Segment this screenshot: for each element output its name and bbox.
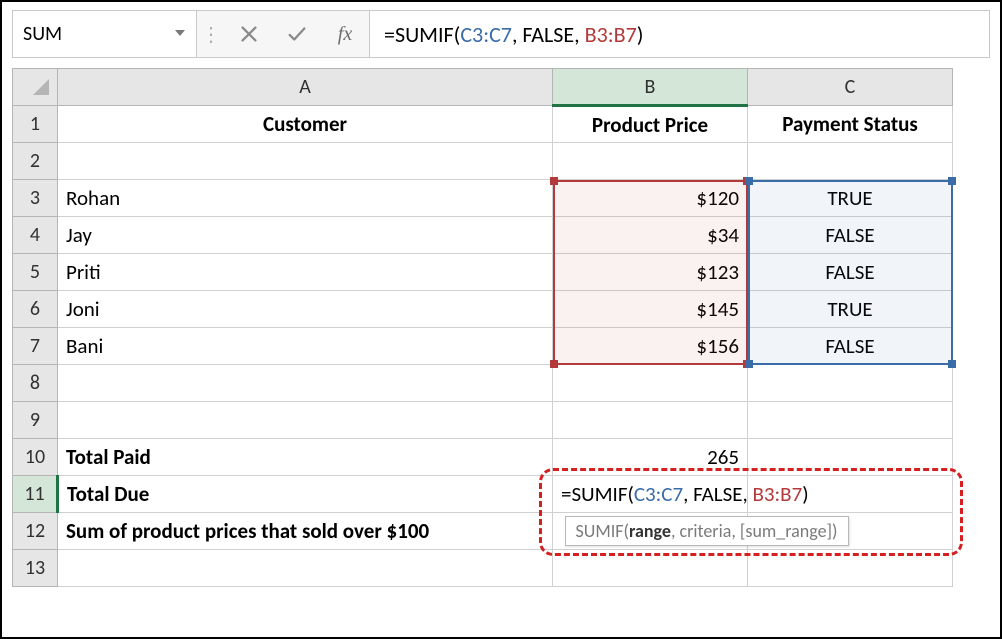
- cell-B1[interactable]: Product Price: [553, 106, 748, 143]
- row-header-11[interactable]: 11: [13, 476, 58, 513]
- row-2: 2: [13, 143, 953, 180]
- row-header-7[interactable]: 7: [13, 328, 58, 365]
- row-header-10[interactable]: 10: [13, 439, 58, 476]
- row-header-6[interactable]: 6: [13, 291, 58, 328]
- cell-A6[interactable]: Joni: [58, 291, 553, 328]
- cell-A8[interactable]: [58, 365, 553, 402]
- row-header-2[interactable]: 2: [13, 143, 58, 180]
- row-header-3[interactable]: 3: [13, 180, 58, 217]
- cell-B2[interactable]: [553, 143, 748, 180]
- row-5: 5 Priti $123 FALSE: [13, 254, 953, 291]
- cell-B6[interactable]: $145: [553, 291, 748, 328]
- cell-B3[interactable]: $120: [553, 180, 748, 217]
- cell-B7[interactable]: $156: [553, 328, 748, 365]
- formula-text: =SUMIF(C3:C7, FALSE, B3:B7): [384, 21, 643, 48]
- row-header-5[interactable]: 5: [13, 254, 58, 291]
- fx-icon[interactable]: fx: [321, 11, 369, 57]
- row-header-8[interactable]: 8: [13, 365, 58, 402]
- col-header-row: A B C: [13, 69, 953, 106]
- row-6: 6 Joni $145 TRUE: [13, 291, 953, 328]
- cell-A9[interactable]: [58, 402, 553, 439]
- cell-C3[interactable]: TRUE: [748, 180, 953, 217]
- col-header-B[interactable]: B: [553, 69, 748, 106]
- formula-bar-input[interactable]: =SUMIF(C3:C7, FALSE, B3:B7): [369, 11, 989, 57]
- enter-formula-button[interactable]: [273, 11, 321, 57]
- row-8: 8: [13, 365, 953, 402]
- cell-B5[interactable]: $123: [553, 254, 748, 291]
- name-box-value: SUM: [23, 22, 62, 46]
- cell-B13[interactable]: [553, 550, 748, 587]
- cell-A10[interactable]: Total Paid: [58, 439, 553, 476]
- col-header-A[interactable]: A: [58, 69, 553, 106]
- cell-A5[interactable]: Priti: [58, 254, 553, 291]
- grid-table: A B C 1 Customer Product Price Payment S…: [12, 68, 953, 587]
- cell-A7[interactable]: Bani: [58, 328, 553, 365]
- cell-C2[interactable]: [748, 143, 953, 180]
- cell-B9[interactable]: [553, 402, 748, 439]
- name-box[interactable]: SUM: [13, 11, 197, 57]
- function-tooltip: SUMIF(range, criteria, [sum_range]): [565, 516, 849, 546]
- cell-C9[interactable]: [748, 402, 953, 439]
- row-3: 3 Rohan $120 TRUE: [13, 180, 953, 217]
- cell-C4[interactable]: FALSE: [748, 217, 953, 254]
- cancel-formula-button[interactable]: [225, 11, 273, 57]
- row-header-9[interactable]: 9: [13, 402, 58, 439]
- row-4: 4 Jay $34 FALSE: [13, 217, 953, 254]
- formula-bar-separator: ⋮: [197, 11, 225, 57]
- row-10: 10 Total Paid 265: [13, 439, 953, 476]
- cell-B4[interactable]: $34: [553, 217, 748, 254]
- row-7: 7 Bani $156 FALSE: [13, 328, 953, 365]
- cell-C6[interactable]: TRUE: [748, 291, 953, 328]
- cell-B11[interactable]: =SUMIF(C3:C7, FALSE, B3:B7): [553, 476, 748, 513]
- row-13: 13: [13, 550, 953, 587]
- cell-C8[interactable]: [748, 365, 953, 402]
- worksheet-area[interactable]: A B C 1 Customer Product Price Payment S…: [12, 68, 990, 627]
- cell-B8[interactable]: [553, 365, 748, 402]
- row-header-13[interactable]: 13: [13, 550, 58, 587]
- cell-A13[interactable]: [58, 550, 553, 587]
- cell-C7[interactable]: FALSE: [748, 328, 953, 365]
- cell-A11[interactable]: Total Due: [58, 476, 553, 513]
- row-header-4[interactable]: 4: [13, 217, 58, 254]
- cell-C5[interactable]: FALSE: [748, 254, 953, 291]
- editing-formula: =SUMIF(C3:C7, FALSE, B3:B7): [561, 481, 809, 507]
- select-all-corner[interactable]: [13, 69, 58, 106]
- row-9: 9: [13, 402, 953, 439]
- cell-C1[interactable]: Payment Status: [748, 106, 953, 143]
- row-header-12[interactable]: 12: [13, 513, 58, 550]
- cell-A2[interactable]: [58, 143, 553, 180]
- cell-B10[interactable]: 265: [553, 439, 748, 476]
- cell-C13[interactable]: [748, 550, 953, 587]
- cell-A1[interactable]: Customer: [58, 106, 553, 143]
- formula-bar: SUM ⋮ fx =SUMIF(C3:C7, FALSE, B3:B7): [12, 10, 990, 58]
- cell-C10[interactable]: [748, 439, 953, 476]
- row-1: 1 Customer Product Price Payment Status: [13, 106, 953, 143]
- cell-A4[interactable]: Jay: [58, 217, 553, 254]
- row-header-1[interactable]: 1: [13, 106, 58, 143]
- name-box-dropdown-icon[interactable]: [174, 26, 186, 43]
- cell-A3[interactable]: Rohan: [58, 180, 553, 217]
- col-header-C[interactable]: C: [748, 69, 953, 106]
- row-11: 11 Total Due =SUMIF(C3:C7, FALSE, B3:B7): [13, 476, 953, 513]
- cell-A12[interactable]: Sum of product prices that sold over $10…: [58, 513, 553, 550]
